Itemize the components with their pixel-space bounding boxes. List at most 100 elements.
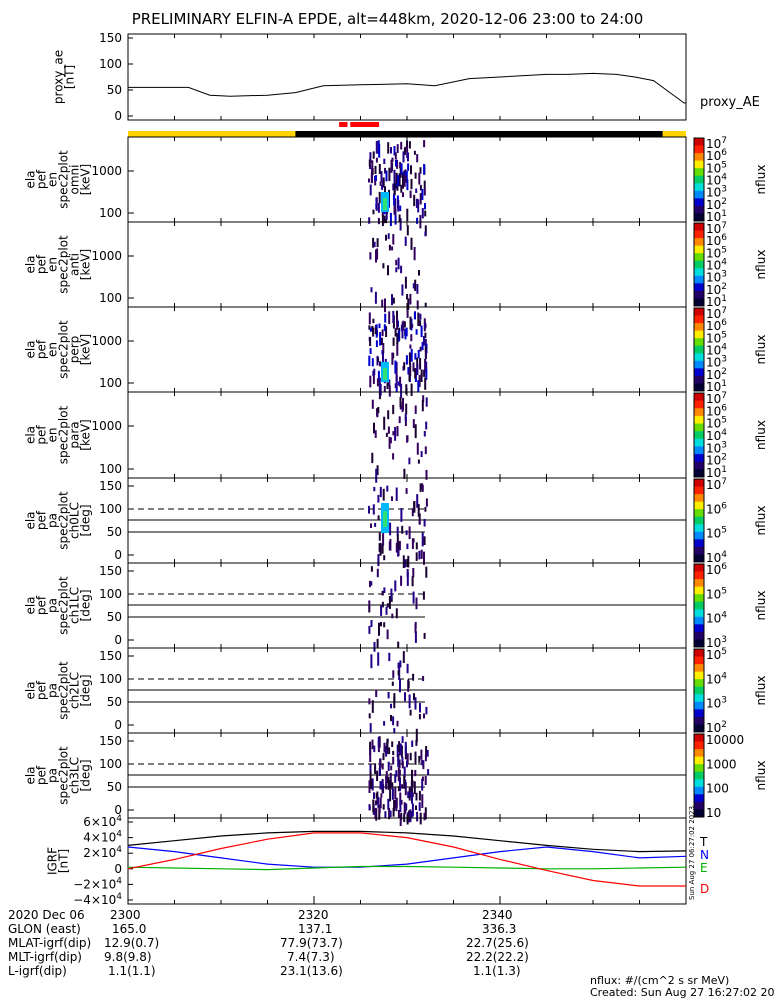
spec-panel-8-pixel: [411, 780, 414, 787]
spec-panel-1-pixel: [377, 202, 380, 213]
igrf-series-E: [127, 865, 687, 871]
spec-panel-5-pixel: [418, 513, 421, 525]
spec-panel-5-pixel: [417, 503, 420, 517]
spec-panel-3-pixel: [408, 352, 411, 365]
spec-panel-1-pixel: [405, 170, 408, 183]
spec-panel-2-colorbar-seg: [694, 253, 704, 262]
spec-panel-3-pixel: [378, 323, 381, 329]
spec-panel-8-colorbar-seg: [694, 801, 704, 810]
spec-panel-8-colorbar-seg: [694, 764, 704, 773]
spec-panel-2-pixel: [370, 287, 373, 293]
spec-panel-8-pixel: [383, 742, 386, 753]
footer-l-v2: 1.1(1.3): [473, 964, 521, 978]
spec-panel-1-colorbar-seg: [694, 213, 704, 222]
spec-panel-8-pixel: [401, 761, 404, 769]
spec-panel-8-pixel: [371, 739, 374, 750]
spec-panel-1-colorbar-seg: [694, 190, 704, 199]
spec-panel-8-pixel: [382, 804, 385, 810]
spec-panel-8-ytick-1: 100: [99, 757, 122, 771]
spec-panel-4-colorbar-seg: [694, 438, 704, 447]
spec-panel-1-colorbar-seg: [694, 168, 704, 177]
spec-panel-5-pixel: [423, 551, 425, 565]
spec-panel-2-pixel: [369, 252, 372, 260]
spec-panel-2-pixel: [387, 265, 389, 276]
spec-panel-1-pixel: [424, 210, 427, 217]
spec-panel-5-ytick-1: 100: [99, 502, 122, 516]
spec-panel-2-pixel: [372, 237, 375, 248]
spec-panel-6-pixel: [390, 588, 393, 600]
spec-panel-8-pixel: [376, 770, 379, 781]
spec-panel-7-pixel: [390, 715, 392, 722]
spec-panel-7-colorbar-tick-0: 105: [706, 647, 727, 662]
spec-panel-7-pixel: [370, 654, 373, 669]
spec-panel-2-colorbar-seg: [694, 268, 704, 277]
spec-panel-3-pixel: [381, 329, 384, 337]
spec-panel-3-pixel: [397, 381, 400, 386]
spec-panel-5-ylabel-line-3: spec2plot: [57, 491, 71, 550]
spec-panel-8-pixel: [392, 807, 395, 817]
spec-panel-1-pixel: [390, 159, 393, 173]
spec-panel-2-pixel: [409, 293, 412, 305]
spec-panel-3-pixel: [417, 380, 420, 392]
spec-panel-5-pixel: [418, 550, 421, 560]
spec-panel-8-ylabel-line-1: pef: [35, 765, 49, 785]
spec-panel-7-pixel: [402, 651, 405, 663]
spec-panel-2-pixel: [374, 291, 377, 304]
spec-panel-5-pixel: [397, 549, 400, 557]
spec-panel-2-pixel: [391, 294, 393, 306]
spec-panel-6-pixel: [411, 576, 414, 587]
side-stamp-text: Sun Aug 27 06:27:02 2023: [688, 806, 696, 900]
plot-title: PRELIMINARY ELFIN-A EPDE, alt=448km, 202…: [131, 10, 644, 28]
spec-panel-1-pixel: [418, 172, 421, 185]
spec-panel-4-colorbar-label: nflux: [754, 420, 768, 450]
spec-panel-3-pixel: [409, 316, 412, 330]
spec-panel-1-colorbar-tick-0: 107: [706, 136, 727, 151]
spec-panel-5-ylabel-line-2: pa: [46, 513, 60, 528]
spec-panel-1-colorbar-label-text: nflux: [754, 165, 768, 195]
spec-panel-6-pixel: [370, 566, 373, 572]
proxy-ae-ytick-3: 0: [114, 109, 122, 123]
spec-panel-5-pixel: [408, 526, 411, 540]
spec-panel-8-pixel: [389, 810, 392, 818]
spec-panel-8-pixel: [421, 760, 424, 766]
spec-panel-1-pixel: [385, 218, 388, 224]
spec-panel-7-ylabel-line-3: spec2plot: [57, 661, 71, 720]
spec-panel-3-pixel: [395, 367, 398, 382]
spec-panel-5-pixel: [400, 508, 403, 522]
spec-panel-2-colorbar-tick-2: 105: [706, 245, 727, 260]
spec-panel-1-pixel: [372, 209, 375, 215]
spec-panel-2-colorbar-tick-3: 104: [706, 258, 727, 273]
spec-panel-6-ytick-1: 100: [99, 587, 122, 601]
spec-panel-3-pixel: [377, 370, 380, 382]
spec-panel-5-pixel: [395, 487, 398, 501]
spec-panel-2-ylabel-line-0: ela: [24, 255, 38, 273]
spec-panel-6-pixel: [422, 591, 425, 600]
spec-panel-3-pixel: [425, 361, 428, 373]
spec-panel-1-pixel: [369, 164, 372, 170]
spec-panel-5-colorbar-tick-3: 104: [706, 550, 727, 565]
spec-panel-1-pixel: [415, 198, 418, 208]
spec-panel-8-pixel: [369, 749, 372, 763]
spec-panel-1-pixel: [404, 171, 407, 177]
spec-panel-3-pixel: [380, 337, 383, 345]
spec-panel-1-pixel: [416, 217, 419, 224]
spec-panel-2-colorbar-tick-4: 103: [706, 270, 727, 285]
spec-panel-8-pixel: [410, 811, 413, 819]
spec-panel-8-pixel: [379, 797, 382, 809]
spec-panel-8-pixel: [418, 802, 421, 811]
spec-panel-1-pixel: [406, 179, 409, 191]
spec-panel-7-pixel: [390, 703, 392, 709]
spec-panel-5-ytick-2: 50: [107, 525, 122, 539]
spec-panel-4-pixel: [392, 431, 395, 436]
spec-panel-1-pixel: [417, 199, 420, 213]
spec-panel-3-pixel: [403, 321, 406, 328]
igrf-ylabel: IGRF[nT]: [46, 847, 71, 875]
spec-panel-7-pixel: [413, 693, 415, 701]
spec-panel-7-pixel: [399, 660, 402, 668]
spec-panel-3-pixel: [368, 312, 371, 325]
spec-panel-2-pixel: [416, 284, 419, 294]
footer-created: Created: Sun Aug 27 16:27:02 2023: [590, 986, 775, 999]
spec-panel-3-colorbar-seg: [694, 315, 704, 324]
spec-panel-8-pixel: [425, 746, 428, 758]
proxy-ae-ylabel-line-1: [nT]: [63, 65, 77, 89]
